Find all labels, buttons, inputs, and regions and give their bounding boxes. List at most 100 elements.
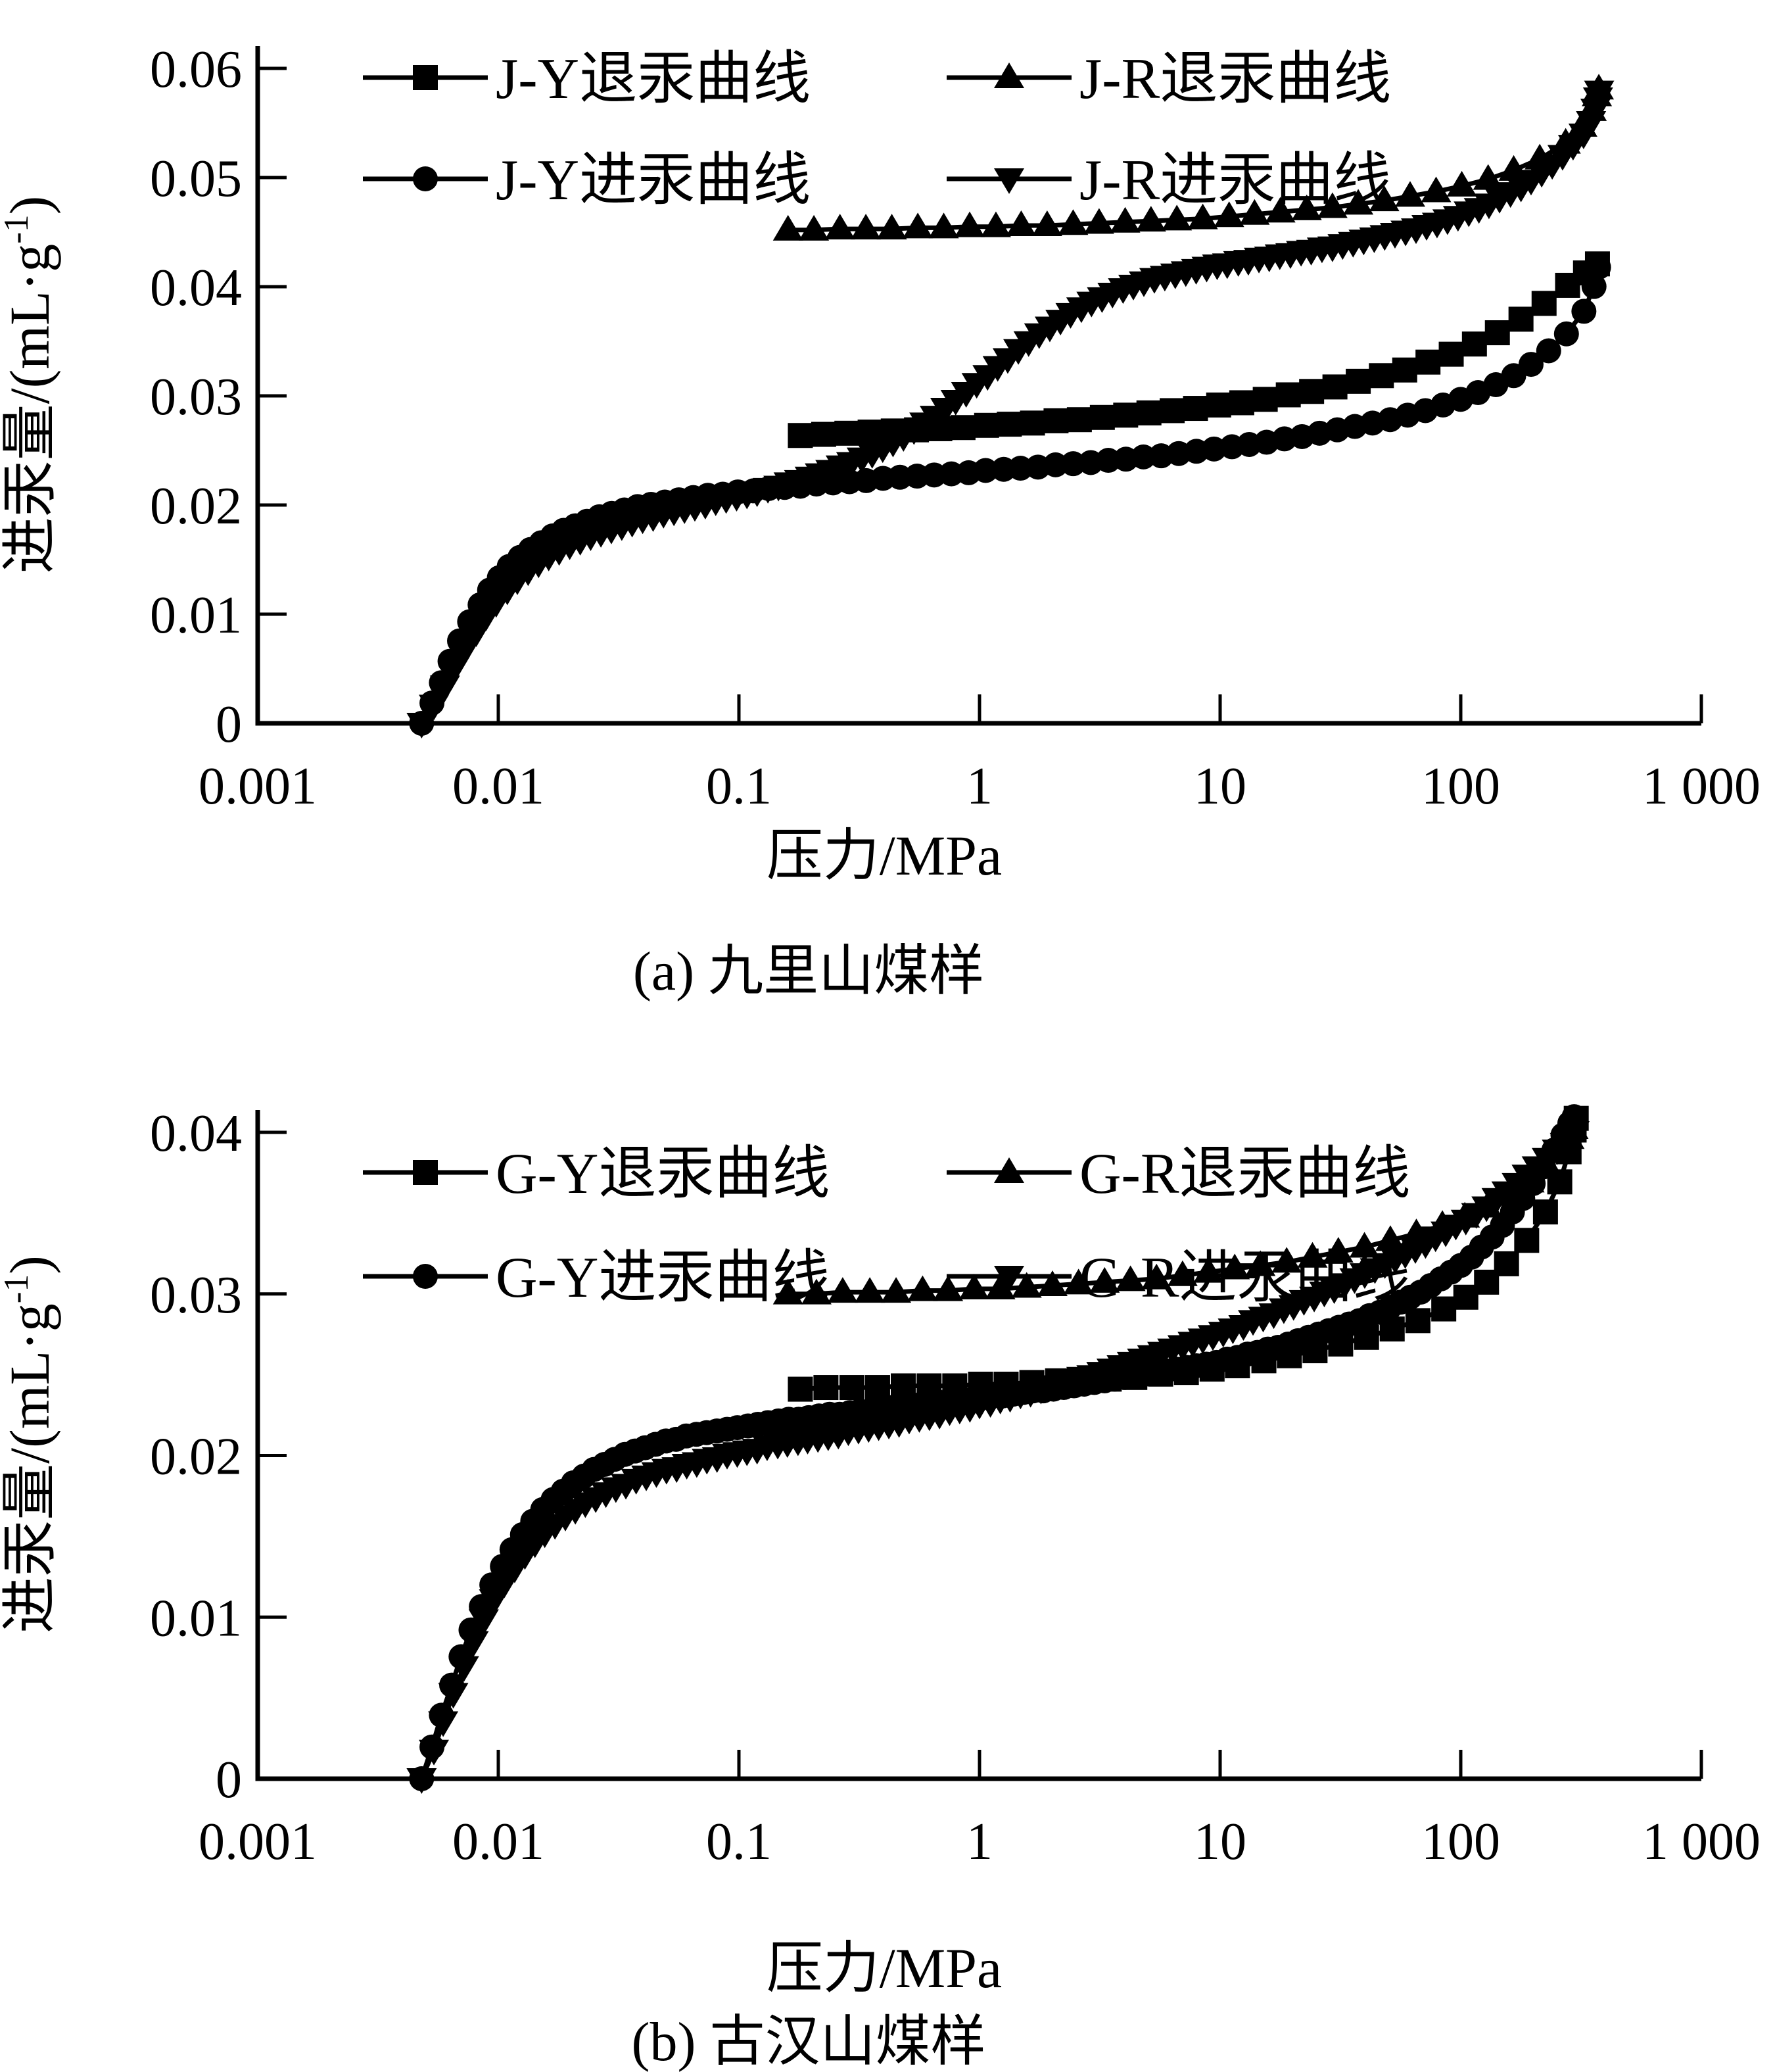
series-marker	[788, 423, 813, 448]
series-marker	[1135, 206, 1166, 232]
legend-item: G-Y退汞曲线	[363, 1142, 830, 1206]
series-marker	[834, 420, 860, 446]
series-marker	[1369, 363, 1394, 389]
series-marker	[1271, 1247, 1302, 1273]
series-marker	[1187, 203, 1218, 229]
x-axis-title: 压力/MPa	[767, 824, 1002, 887]
series-line	[419, 266, 1601, 725]
series-marker	[461, 621, 492, 647]
series-marker	[1446, 170, 1477, 197]
series-marker	[450, 638, 481, 664]
series-marker	[813, 1375, 839, 1401]
series-marker	[1058, 209, 1089, 235]
series-marker	[1206, 392, 1231, 418]
series-JY-circle	[409, 254, 1611, 736]
legend-label: G-R退汞曲线	[1079, 1142, 1411, 1206]
series-marker	[1031, 210, 1062, 236]
series-marker	[1167, 1260, 1198, 1286]
legend-marker-square	[413, 1160, 438, 1185]
series-marker	[1229, 390, 1254, 416]
legend-item: J-R退汞曲线	[947, 47, 1391, 111]
series-marker	[1043, 408, 1069, 433]
legend-marker-triangle-up	[994, 62, 1024, 88]
series-marker	[406, 713, 437, 738]
x-tick-label: 0.1	[706, 758, 772, 815]
y-tick-label: 0.03	[150, 368, 242, 426]
y-tick-label: 0.05	[150, 150, 242, 208]
series-line	[419, 1130, 1576, 1780]
legend-marker-triangle-down	[994, 1266, 1024, 1291]
x-tick-label: 0.01	[452, 758, 544, 815]
series-marker	[985, 1274, 1016, 1300]
y-tick-label: 0	[216, 1751, 242, 1809]
series-marker	[458, 1631, 489, 1657]
y-tick-label: 0.04	[150, 1105, 242, 1163]
series-marker	[489, 1572, 520, 1599]
x-tick-label: 0.01	[452, 1813, 544, 1871]
series-marker	[1265, 197, 1296, 223]
y-axis-title: 进汞量/(mL·g-1)	[0, 196, 61, 574]
series-marker	[772, 1278, 803, 1305]
series-marker	[974, 412, 999, 438]
series-marker	[1532, 1199, 1558, 1225]
series-marker	[827, 1277, 858, 1303]
series-marker	[907, 1275, 938, 1301]
legend-label: J-Y进汞曲线	[496, 149, 811, 212]
series-marker	[1160, 398, 1185, 423]
series-marker	[973, 458, 999, 483]
series-marker	[1299, 379, 1325, 404]
legend-item: J-Y退汞曲线	[363, 47, 811, 111]
series-marker	[1322, 374, 1348, 400]
series-marker	[788, 1376, 813, 1402]
series-marker	[839, 1375, 864, 1401]
series-marker	[1136, 400, 1162, 425]
series-marker	[1275, 382, 1301, 408]
x-tick-label: 1	[966, 1813, 993, 1871]
series-marker	[997, 412, 1022, 437]
series-marker	[1438, 341, 1464, 367]
series-JY-square	[788, 251, 1610, 448]
x-axis-title: 压力/MPa	[767, 1937, 1002, 2000]
chart-panel-a: 0.001 0.01 0.1 1 10 100 1 000 0 0.01 0.02 0.03 0.04…	[0, 41, 1761, 1002]
legend-marker-circle	[413, 166, 438, 191]
series-marker	[903, 212, 934, 239]
y-tick-label: 0.01	[150, 587, 242, 644]
series-marker	[419, 694, 450, 721]
series-marker	[1494, 1251, 1519, 1276]
series-marker	[1113, 402, 1139, 428]
series-marker	[419, 1739, 450, 1766]
series-marker	[1239, 199, 1270, 225]
x-tick-label: 1 000	[1642, 758, 1761, 815]
x-tick-label: 100	[1421, 758, 1500, 815]
legend-label: J-R进汞曲线	[1079, 149, 1391, 212]
series-marker	[1245, 1250, 1276, 1276]
series-marker	[1063, 1268, 1094, 1295]
series-marker	[1089, 404, 1115, 430]
series-marker	[933, 1275, 964, 1301]
series-marker	[1581, 274, 1607, 299]
series-marker	[1514, 1228, 1540, 1253]
series-marker	[1421, 176, 1452, 203]
series-marker	[1484, 320, 1510, 346]
x-tick-label: 0.001	[199, 758, 317, 815]
series-marker	[1473, 164, 1503, 190]
series-marker	[1066, 407, 1092, 433]
series-marker	[406, 1768, 437, 1794]
series-marker	[1531, 291, 1557, 316]
series-marker	[1405, 1308, 1430, 1334]
legend: J-Y退汞曲线 J-R退汞曲线 J-Y进汞曲线 J-R进汞曲线	[363, 47, 1391, 212]
series-marker	[772, 214, 803, 241]
series-marker	[1011, 1272, 1042, 1298]
series-marker	[958, 1274, 989, 1300]
y-tick-label: 0	[216, 696, 242, 754]
series-marker	[1020, 410, 1045, 436]
series-marker	[811, 422, 836, 447]
series-marker	[1518, 352, 1544, 377]
series-marker	[980, 211, 1011, 237]
series-JR-triangle-down	[406, 80, 1615, 738]
series-marker	[1006, 210, 1037, 236]
series-marker	[1343, 189, 1374, 215]
series-marker	[1317, 192, 1348, 218]
series-marker	[1349, 1232, 1380, 1258]
series-marker	[429, 675, 460, 702]
